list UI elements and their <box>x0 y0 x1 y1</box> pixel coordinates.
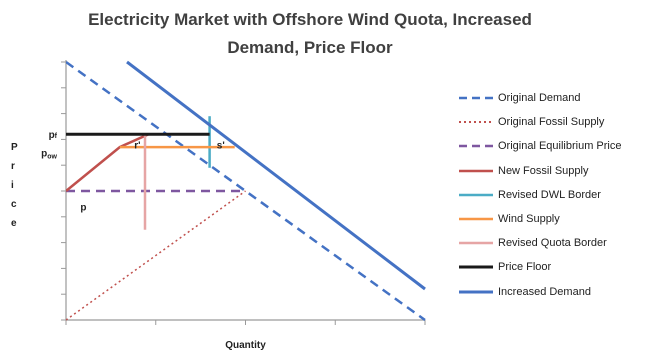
legend-swatch <box>459 121 493 124</box>
legend-item: New Fossil Supply <box>458 163 648 179</box>
legend-label: Revised DWL Border <box>498 188 601 201</box>
legend-item: Revised DWL Border <box>458 187 648 203</box>
legend-label: Revised Quota Border <box>498 237 607 250</box>
annotation-label: r' <box>134 141 140 152</box>
legend-item: Original Fossil Supply <box>458 114 648 130</box>
chart-title-line-1: Electricity Market with Offshore Wind Qu… <box>88 10 532 29</box>
series-line-original-demand <box>66 60 426 322</box>
legend-item: Price Floor <box>458 259 648 275</box>
legend-item: Increased Demand <box>458 284 648 300</box>
chart-title-line-2: Demand, Price Floor <box>227 38 393 57</box>
legend-label: New Fossil Supply <box>498 164 589 177</box>
y-axis-label-letter-5: e <box>11 218 17 229</box>
series-line-original-fossil-supply <box>66 190 246 321</box>
legend-label: Price Floor <box>498 261 552 274</box>
legend-swatch <box>459 217 493 221</box>
legend-swatch <box>459 265 493 269</box>
legend-swatch <box>459 241 493 245</box>
legend-item: Revised Quota Border <box>458 235 648 251</box>
y-axis-label-letter-2: r <box>11 161 15 172</box>
legend-item: Original Equilibrium Price <box>458 138 648 154</box>
x-axis-label: Quantity <box>225 340 266 351</box>
legend-swatch <box>459 290 493 294</box>
y-axis-label-letter-1: P <box>11 142 18 153</box>
legend-swatch <box>459 193 493 197</box>
legend-swatch <box>459 96 493 100</box>
legend-label: Original Fossil Supply <box>498 116 605 129</box>
legend-swatch <box>459 145 493 148</box>
legend-label: Increased Demand <box>498 285 591 298</box>
legend-label: Original Demand <box>498 92 581 104</box>
y-axis-label-letter-3: i <box>11 180 14 191</box>
y-axis-label-letter-4: c <box>11 199 17 210</box>
annotation-label: pf <box>49 130 58 141</box>
series-line-increased-demand <box>126 60 426 291</box>
legend-label: Wind Supply <box>498 213 560 225</box>
legend-item: Wind Supply <box>458 211 648 227</box>
annotation-label: pow <box>41 148 57 160</box>
legend-swatch <box>459 169 493 172</box>
annotation-label: s' <box>217 141 225 152</box>
annotation-label: p <box>80 202 86 213</box>
legend-label: Original Equilibrium Price <box>498 140 622 153</box>
legend-item: Original Demand <box>458 90 648 106</box>
